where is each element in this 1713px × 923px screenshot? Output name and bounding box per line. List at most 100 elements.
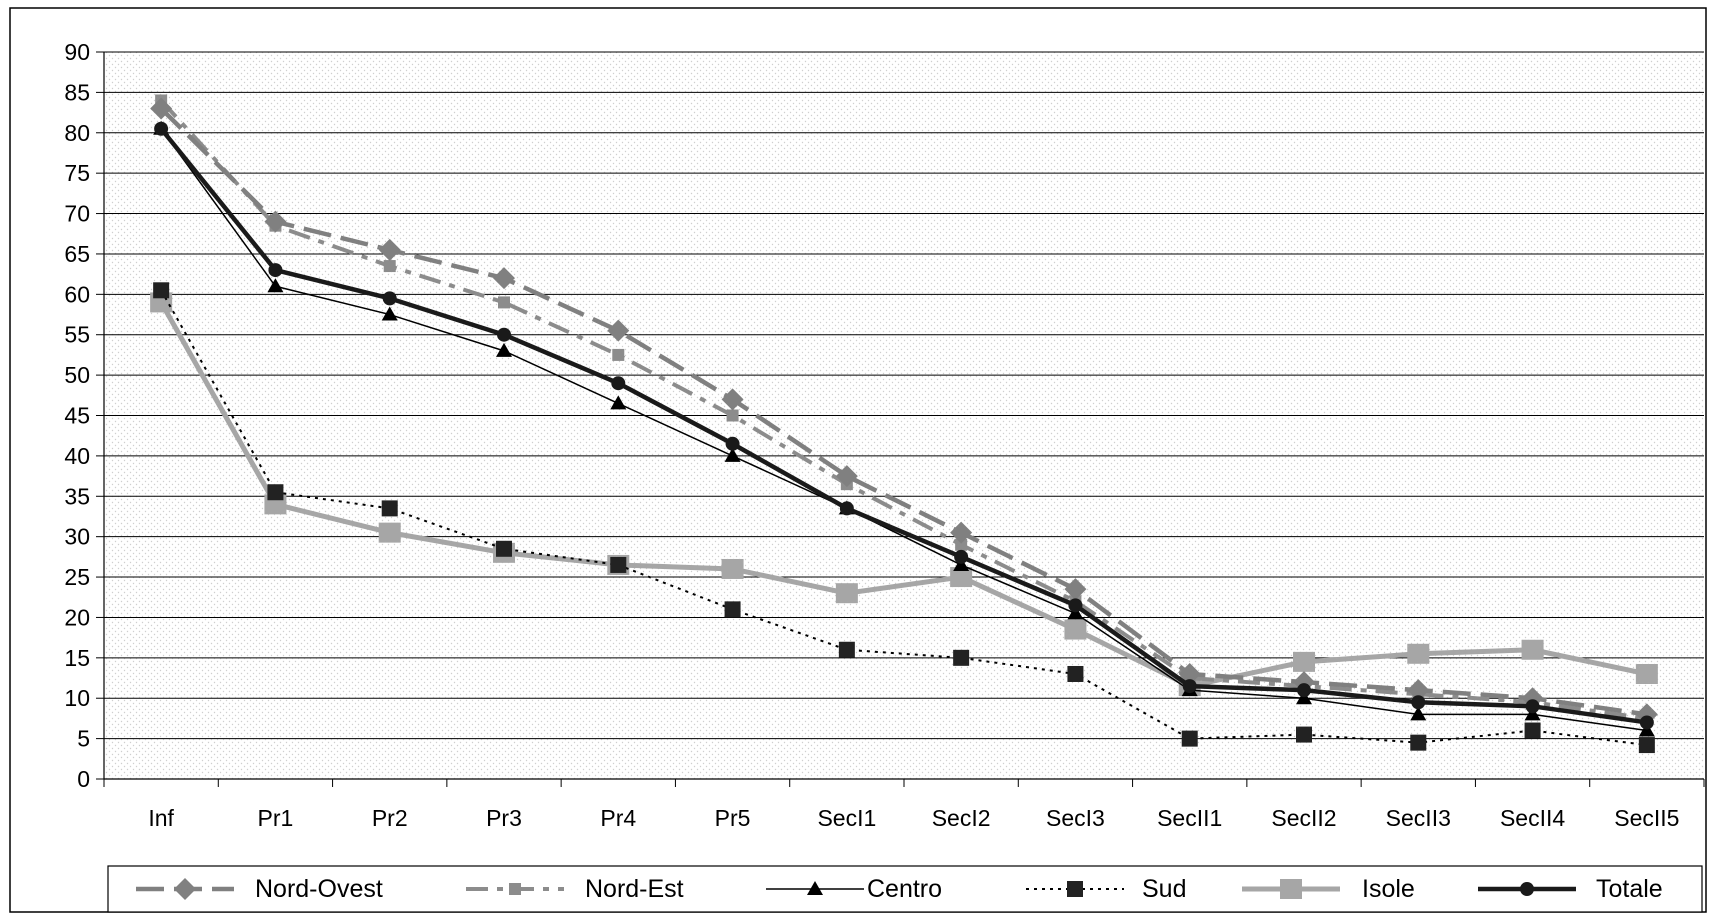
data-point-nord-ovest xyxy=(150,97,173,120)
x-tick-label: Pr2 xyxy=(372,805,408,831)
x-tick-label: Inf xyxy=(148,805,174,831)
data-point-isole xyxy=(835,583,858,604)
y-tick-label: 50 xyxy=(64,362,90,388)
data-point-isole xyxy=(1635,663,1658,684)
y-axis-ticks: 0 5 10 15 20 25 30 35 40 45 50 55 60 65 70 75 80 85 90 xyxy=(64,39,104,792)
y-tick-label: 60 xyxy=(64,281,90,307)
data-point-totale xyxy=(725,436,740,451)
data-point-nord-ovest xyxy=(950,521,973,544)
data-point-totale xyxy=(268,263,283,278)
data-point-isole xyxy=(721,558,744,579)
data-point-totale xyxy=(1525,699,1540,714)
legend-marker-totale xyxy=(1520,882,1534,896)
data-point-nord-ovest xyxy=(835,465,858,488)
data-point-sud xyxy=(496,540,512,557)
data-point-isole xyxy=(950,567,973,588)
x-tick-label: SecII5 xyxy=(1614,805,1679,831)
data-point-totale xyxy=(382,291,397,306)
data-point-nord-est xyxy=(383,260,396,273)
legend-box xyxy=(107,865,1703,913)
data-point-sud xyxy=(724,601,741,618)
x-tick-label: SecI3 xyxy=(1046,805,1105,831)
legend-marker-centro xyxy=(807,881,823,895)
data-point-totale xyxy=(497,327,511,342)
data-point-centro xyxy=(953,556,970,571)
legend-marker-isole xyxy=(1280,879,1302,899)
data-point-sud xyxy=(1410,734,1427,751)
y-tick-label: 85 xyxy=(64,79,90,105)
y-tick-label: 0 xyxy=(77,766,90,792)
data-point-centro xyxy=(267,278,284,293)
data-point-nord-ovest xyxy=(1064,578,1087,601)
legend: Nord-Ovest Nord-Est Centro Sud Isole Totale xyxy=(107,865,1703,913)
x-tick-label: SecII4 xyxy=(1500,805,1565,831)
data-point-sud xyxy=(381,500,398,517)
data-point-sud xyxy=(1524,722,1541,739)
series-sud xyxy=(153,282,1655,754)
y-tick-label: 40 xyxy=(64,443,90,469)
data-point-centro xyxy=(496,342,512,357)
data-point-sud xyxy=(153,282,170,299)
data-point-isole xyxy=(1293,651,1315,672)
data-point-nord-ovest xyxy=(1407,679,1430,702)
y-tick-label: 20 xyxy=(64,604,90,630)
data-point-totale xyxy=(1182,679,1197,694)
x-tick-label: SecII2 xyxy=(1271,805,1336,831)
data-point-sud xyxy=(610,556,627,573)
series-line-totale xyxy=(159,127,1648,725)
legend-label-sud: Sud xyxy=(1142,875,1186,903)
data-point-isole xyxy=(378,522,401,543)
series-isole xyxy=(150,292,1658,697)
y-tick-label: 45 xyxy=(64,403,90,429)
y-tick-label: 55 xyxy=(64,322,90,348)
data-point-totale xyxy=(839,501,854,516)
y-tick-label: 5 xyxy=(77,726,90,752)
y-tick-label: 35 xyxy=(64,483,90,509)
x-tick-label: Pr5 xyxy=(715,805,751,831)
data-point-nord-ovest xyxy=(264,210,287,233)
data-point-nord-ovest xyxy=(378,238,401,261)
data-point-centro xyxy=(381,306,398,321)
x-tick-label: SecI1 xyxy=(817,805,876,831)
data-point-totale xyxy=(154,121,169,136)
series-line-centro xyxy=(160,128,1647,732)
series-group xyxy=(150,94,1658,754)
data-point-sud xyxy=(1638,737,1655,754)
x-tick-label: Pr3 xyxy=(486,805,522,831)
series-line-nord-ovest xyxy=(159,106,1648,717)
y-tick-label: 80 xyxy=(64,120,90,146)
y-tick-label: 15 xyxy=(64,645,90,671)
data-point-centro xyxy=(1638,722,1655,737)
data-point-totale xyxy=(1068,598,1083,613)
data-point-isole xyxy=(1407,643,1430,664)
legend-label-totale: Totale xyxy=(1596,875,1663,903)
data-point-nord-est xyxy=(612,348,625,361)
data-point-sud xyxy=(838,641,855,658)
x-tick-label: Pr4 xyxy=(600,805,636,831)
data-point-totale xyxy=(1411,695,1426,710)
legend-marker-nord-ovest xyxy=(174,878,196,900)
legend-label-nord-est: Nord-Est xyxy=(585,875,684,903)
y-tick-label: 75 xyxy=(64,160,90,186)
x-tick-label: SecII1 xyxy=(1157,805,1222,831)
data-point-centro xyxy=(1067,605,1084,620)
y-tick-label: 30 xyxy=(64,524,90,550)
data-point-isole xyxy=(1521,639,1544,660)
data-point-isole xyxy=(1064,619,1087,640)
data-point-centro xyxy=(1410,706,1427,721)
data-point-totale xyxy=(1297,683,1311,698)
data-point-centro xyxy=(1296,690,1312,705)
x-tick-label: SecI2 xyxy=(932,805,991,831)
x-tick-label: Pr1 xyxy=(258,805,294,831)
data-point-centro xyxy=(610,395,627,410)
data-point-nord-est xyxy=(498,296,510,309)
series-totale xyxy=(154,121,1654,730)
data-point-nord-ovest xyxy=(493,267,515,290)
data-point-centro xyxy=(1524,706,1541,721)
y-tick-label: 90 xyxy=(64,39,90,65)
data-point-sud xyxy=(267,484,284,501)
data-point-sud xyxy=(1181,730,1198,747)
legend-label-centro: Centro xyxy=(867,875,942,903)
